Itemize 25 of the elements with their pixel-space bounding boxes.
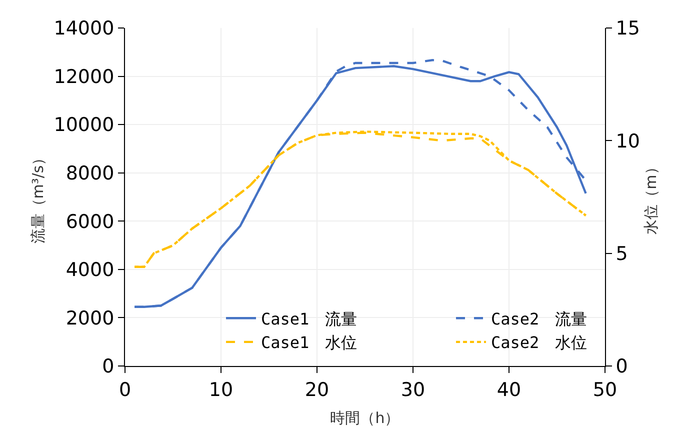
x-axis-title: 時間（h） [330, 408, 400, 427]
y-tick-label: 8000 [66, 162, 114, 185]
y2-tick-label: 15 [616, 18, 640, 40]
y2-axis-title: 水位（m） [642, 160, 660, 234]
y-tick-label: 0 [102, 356, 114, 378]
x-tick-label: 10 [208, 378, 234, 401]
x-tick-label: 20 [304, 378, 330, 401]
y-tick-label: 14000 [54, 18, 114, 40]
x-tick-label: 50 [592, 378, 618, 401]
y-tick-label: 10000 [54, 114, 114, 136]
legend-label: Case2 流量 [491, 309, 588, 328]
y2-tick-label: 10 [616, 130, 640, 152]
y-axis-title: 流量（m³/s） [28, 150, 47, 244]
y-tick-label: 6000 [66, 210, 114, 233]
legend-label: Case2 水位 [491, 333, 588, 352]
y2-tick-label: 0 [616, 356, 628, 378]
y-tick-label: 12000 [54, 66, 114, 88]
x-tick-label: 40 [496, 378, 522, 401]
legend-label: Case1 水位 [261, 333, 358, 352]
x-tick-label: 30 [400, 378, 426, 401]
x-tick-label: 0 [118, 378, 132, 401]
legend-label: Case1 流量 [261, 309, 358, 328]
y2-tick-label: 5 [616, 242, 628, 265]
y-tick-label: 2000 [66, 307, 114, 330]
y-tick-label: 4000 [66, 259, 114, 282]
